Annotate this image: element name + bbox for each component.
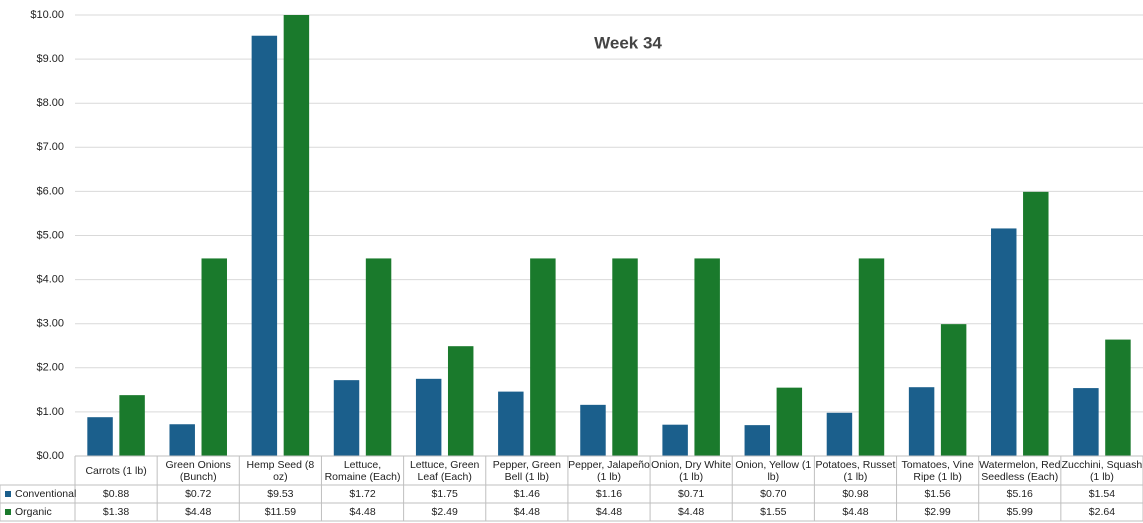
category-cell: Potatoes, Russet (1 lb) bbox=[815, 458, 896, 483]
y-tick-label: $9.00 bbox=[36, 53, 64, 65]
value-label: $1.72 bbox=[349, 488, 375, 500]
bar bbox=[744, 425, 771, 456]
x-tick-label: Watermelon, Red Seedless (Each) bbox=[979, 458, 1061, 483]
bar bbox=[530, 258, 556, 456]
y-tick-label: $0.00 bbox=[36, 450, 64, 462]
value-label: $11.59 bbox=[265, 506, 296, 518]
category-cell: Pepper, Jalapeño (1 lb) bbox=[568, 458, 650, 483]
category-cell: Lettuce, Green Leaf (Each) bbox=[409, 458, 480, 483]
bar bbox=[662, 424, 688, 456]
value-label: $1.46 bbox=[514, 488, 540, 500]
bar bbox=[283, 15, 310, 456]
value-label: $4.48 bbox=[842, 506, 868, 518]
bar bbox=[826, 412, 853, 456]
value-label: $1.54 bbox=[1089, 488, 1115, 500]
bar bbox=[333, 380, 360, 456]
category-cell: Onion, Yellow (1 lb) bbox=[735, 458, 812, 483]
y-tick-label: $8.00 bbox=[36, 97, 64, 109]
bar bbox=[580, 404, 606, 456]
value-label: $1.38 bbox=[103, 506, 129, 518]
bar bbox=[415, 378, 442, 456]
bar bbox=[251, 35, 278, 456]
bar bbox=[119, 395, 145, 456]
legend-label: Organic bbox=[15, 506, 52, 518]
y-tick-label: $1.00 bbox=[36, 406, 64, 418]
value-label: $2.49 bbox=[432, 506, 458, 518]
bar bbox=[858, 258, 885, 456]
value-label: $4.48 bbox=[514, 506, 540, 518]
bar bbox=[908, 387, 935, 456]
category-cell: Watermelon, Red Seedless (Each) bbox=[979, 458, 1061, 483]
bar bbox=[991, 228, 1017, 456]
bar bbox=[87, 417, 113, 456]
x-tick-label: Pepper, Jalapeño (1 lb) bbox=[568, 458, 650, 483]
x-tick-label: Tomatoes, Vine Ripe (1 lb) bbox=[901, 458, 974, 483]
value-label: $4.48 bbox=[596, 506, 622, 518]
x-tick-label: Onion, Dry White (1 lb) bbox=[651, 458, 732, 483]
bar bbox=[940, 324, 967, 456]
category-cell: Hemp Seed (8 oz) bbox=[246, 458, 315, 483]
value-label: $0.72 bbox=[185, 488, 211, 500]
value-label: $5.16 bbox=[1007, 488, 1033, 500]
x-tick-label: Hemp Seed (8 oz) bbox=[246, 458, 315, 483]
x-tick-label: Lettuce, Green Leaf (Each) bbox=[409, 458, 480, 483]
bar bbox=[201, 258, 227, 456]
bar bbox=[169, 424, 195, 456]
x-tick-label: Zucchini, Squash (1 lb) bbox=[1061, 458, 1143, 483]
value-label: $0.71 bbox=[678, 488, 704, 500]
x-tick-label: Pepper, Green Bell (1 lb) bbox=[492, 458, 561, 483]
y-tick-label: $4.00 bbox=[36, 274, 64, 286]
value-label: $1.56 bbox=[924, 488, 950, 500]
category-cell: Pepper, Green Bell (1 lb) bbox=[492, 458, 561, 483]
bar bbox=[694, 258, 720, 456]
value-label: $4.48 bbox=[185, 506, 211, 518]
value-label: $0.98 bbox=[842, 488, 868, 500]
value-label: $2.64 bbox=[1089, 506, 1115, 518]
category-cell: Green Onions (Bunch) bbox=[165, 458, 231, 483]
value-label: $0.88 bbox=[103, 488, 129, 500]
bar bbox=[1073, 388, 1099, 456]
x-tick-label: Potatoes, Russet (1 lb) bbox=[815, 458, 896, 483]
value-label: $5.99 bbox=[1007, 506, 1033, 518]
bar bbox=[498, 391, 524, 456]
bar bbox=[365, 258, 392, 456]
value-label: $4.48 bbox=[349, 506, 375, 518]
category-cell: Zucchini, Squash (1 lb) bbox=[1061, 458, 1143, 483]
x-tick-label: Lettuce, Romaine (Each) bbox=[324, 458, 401, 483]
legend-key bbox=[5, 491, 11, 497]
chart-title: Week 34 bbox=[594, 33, 662, 52]
value-label: $9.53 bbox=[267, 488, 293, 500]
category-cell: Tomatoes, Vine Ripe (1 lb) bbox=[901, 458, 974, 483]
value-label: $1.55 bbox=[760, 506, 786, 518]
value-label: $0.70 bbox=[760, 488, 786, 500]
y-tick-label: $2.00 bbox=[36, 362, 64, 374]
bar bbox=[1105, 339, 1131, 456]
bars bbox=[87, 15, 1131, 456]
bar bbox=[612, 258, 638, 456]
x-tick-label: Green Onions (Bunch) bbox=[165, 458, 231, 483]
bar bbox=[1023, 191, 1049, 456]
bar bbox=[447, 346, 474, 456]
legend-key bbox=[5, 509, 11, 515]
bar bbox=[776, 387, 803, 456]
value-label: $1.16 bbox=[596, 488, 622, 500]
y-tick-label: $5.00 bbox=[36, 229, 64, 241]
x-tick-label: Carrots (1 lb) bbox=[85, 464, 147, 477]
legend-label: Conventional bbox=[15, 488, 76, 500]
x-tick-label: Onion, Yellow (1 lb) bbox=[735, 458, 812, 483]
value-label: $4.48 bbox=[678, 506, 704, 518]
y-tick-label: $10.00 bbox=[30, 9, 64, 21]
y-tick-label: $6.00 bbox=[36, 185, 64, 197]
category-cell: Onion, Dry White (1 lb) bbox=[651, 458, 732, 483]
category-cell: Carrots (1 lb) bbox=[85, 464, 147, 477]
category-cell: Lettuce, Romaine (Each) bbox=[324, 458, 401, 483]
y-tick-label: $7.00 bbox=[36, 141, 64, 153]
value-label: $1.75 bbox=[432, 488, 458, 500]
y-tick-label: $3.00 bbox=[36, 318, 64, 330]
value-label: $2.99 bbox=[924, 506, 950, 518]
